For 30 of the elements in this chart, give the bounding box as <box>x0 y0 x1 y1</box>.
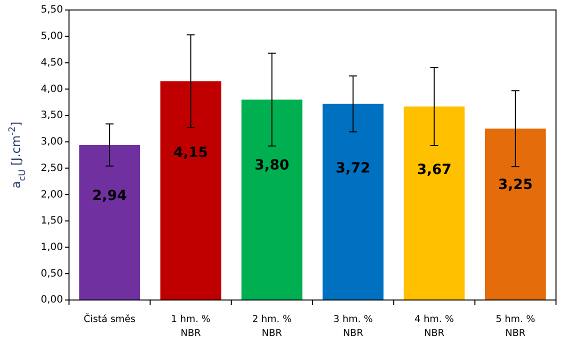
data-label: 4,15 <box>173 145 208 162</box>
y-tick-label: 3,00 <box>40 136 63 148</box>
x-tick-label: 4 hm. % NBR <box>414 314 454 339</box>
bar <box>322 104 384 300</box>
data-label: 3,80 <box>254 158 290 174</box>
x-tick-label: 3 hm. % NBR <box>333 314 373 339</box>
y-tick-label: 2,00 <box>40 189 63 200</box>
data-label: 3,25 <box>498 177 533 194</box>
y-tick-label: 4,50 <box>40 57 63 68</box>
x-tick-label: Čistá směs <box>84 313 136 325</box>
bar <box>404 106 465 300</box>
data-label: 2,94 <box>92 188 128 204</box>
x-tick-label: 1 hm. % NBR <box>171 314 210 339</box>
x-tick-label: 2 hm. % NBR <box>252 314 292 339</box>
y-tick-label: 3,50 <box>40 110 63 122</box>
y-tick-label: 5,50 <box>40 4 63 16</box>
bar <box>484 128 546 300</box>
y-tick-label: 5,00 <box>40 31 63 42</box>
y-tick-label: 0,50 <box>40 268 63 280</box>
y-tick-label: 1,50 <box>40 216 63 227</box>
data-label: 3,67 <box>416 162 452 178</box>
data-label: 3,72 <box>336 160 370 176</box>
bar <box>79 144 140 300</box>
y-tick-label: 2,50 <box>40 162 63 174</box>
bar <box>241 100 302 300</box>
y-tick-label: 1,00 <box>40 242 63 254</box>
x-tick-label: 5 hm. % NBR <box>496 314 536 339</box>
y-tick-label: 4,00 <box>40 84 63 95</box>
bar <box>160 81 222 300</box>
y-tick-label: 0,00 <box>40 294 63 306</box>
